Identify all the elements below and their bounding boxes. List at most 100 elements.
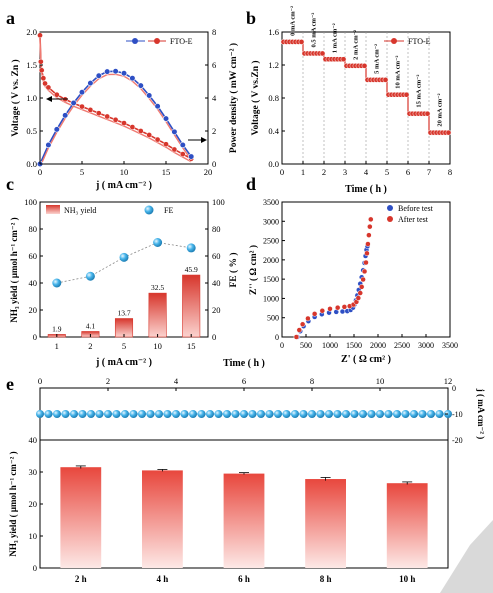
panel-letter-b: b [246,8,256,28]
chart-d-after-point [299,321,306,328]
chart-e-j-point [61,410,70,418]
chart-d-before-point [339,308,346,315]
chart-a-power-point [146,92,153,99]
chart-b-step-label: 0.5 mA cm⁻² [311,13,318,48]
chart-c-bar-label: 32.5 [151,283,164,292]
chart-c-fe-point [119,252,129,262]
chart-d-after-point [357,290,363,296]
chart-b-xtick-label: 2 [322,167,326,177]
chart-a-xlabel: j ( mA cm⁻² ) [95,180,152,191]
chart-e-j-point [112,410,121,418]
chart-c-ylabel-left: NH₃ yield ( μmol h⁻¹ cm⁻² ) [9,217,19,322]
chart-e-j-point [248,410,257,418]
panel-letter-a: a [6,8,15,28]
chart-d-xlabel: Z' ( Ω cm² ) [341,354,391,365]
chart-a-voltage-curve [39,35,192,160]
chart-a-power-point [53,126,60,133]
chart-e-xtick-label: 6 h [238,574,250,584]
chart-d-ytick-label: 2500 [263,237,279,246]
chart-d-after-point [355,295,362,301]
chart-d-after-point [311,311,318,317]
chart-d-after-point [305,315,311,322]
chart-e-j-point [401,410,410,418]
chart-e-j-point [274,410,282,418]
chart-a-power-point [137,82,144,89]
chart-d-after-point [319,308,326,314]
legend-a-label: FTO-E [170,37,193,46]
chart-b-xtick-label: 7 [427,167,431,177]
chart-d-ticks: 0 500 1000 1500 2000 2500 3000 3500 0 500 1000 1500… [263,198,458,350]
chart-a-voltage-point [95,110,102,117]
chart-e-j-point [214,410,223,418]
chart-b-xtick-label: 8 [448,167,452,177]
legend-d-after-label: After test [398,215,429,224]
chart-a-y2tick-label: 0 [212,159,216,169]
chart-e-j-point [206,410,214,418]
chart-c-xtick-label: 5 [122,341,126,351]
chart-e-j-point [240,410,248,418]
chart-c-xtick-label: 10 [153,341,162,351]
chart-c-ytick-label: 20 [29,305,38,315]
chart-e-bar [60,467,102,568]
chart-a-power-point [78,89,86,96]
chart-e-j-point [350,410,359,418]
chart-d-after-point [334,304,341,311]
chart-e-top-xtick-label: 6 [242,376,246,386]
chart-b-ytick-label: 0.4 [268,126,279,136]
chart-e-j-tick-label: -20 [452,436,463,445]
chart-e-j-point [163,410,172,418]
chart-d-xtick-label: 2000 [370,341,386,350]
legend-d-after-marker [387,216,393,222]
chart-d-xtick-label: 0 [280,341,284,350]
chart-e-xtick-label: 8 h [320,574,332,584]
chart-a-ytick-label: 0.5 [26,126,37,136]
chart-d-xtick-label: 1000 [322,341,338,350]
chart-e-j-point [410,410,418,418]
chart-b-ytick-label: 1.6 [268,27,279,37]
chart-d-xtick-label: 3000 [418,341,434,350]
chart-c-bar-label: 4.1 [86,321,96,330]
chart-a-voltage-point [37,58,44,65]
chart-e-j-point [333,410,342,418]
chart-c-fe-point [186,243,196,253]
chart-b-step-label: 15 mA cm⁻² [416,74,423,107]
chart-c-xtick-label: 1 [55,341,59,351]
chart-d-after-point [327,306,333,312]
chart-b-step-label: 1 mA cm⁻² [332,23,339,53]
chart-e-j-point [189,410,197,418]
chart-e-top-xtick-label: 10 [376,376,385,386]
chart-b-ticks: 0 1 2 3 4 5 6 7 8 0.0 0.4 0.8 1.2 1.6 [268,27,452,177]
panel-letter-e: e [6,374,14,394]
chart-b-step-point [403,91,410,98]
arrow-right-head [201,137,207,143]
chart-d-ytick-label: 1500 [263,275,279,284]
chart-e-ytick-label: 40 [29,435,38,445]
chart-d-after-point [366,232,372,238]
chart-d-after-point [361,268,368,275]
chart-c-y2tick-label: 40 [212,278,221,288]
chart-e-top-xtick-label: 2 [106,376,110,386]
chart-a-ylabel-right: Power density ( mW cm⁻² ) [228,43,239,153]
chart-e-j-point [393,410,401,418]
chart-e-bar [386,483,428,568]
chart-a-y2tick-label: 2 [212,126,216,136]
chart-e-top-axis-label: Time ( h ) [223,358,265,369]
chart-e-j-point [367,410,376,418]
chart-d-ylabel: Z'' ( Ω cm² ) [248,245,259,295]
chart-e-ytick-label: 20 [29,499,38,509]
chart-c-y2tick-label: 20 [212,305,221,315]
chart-c-series: 1.9 4.1 13.7 32.5 45.9 [47,238,201,338]
chart-e-series [36,410,452,568]
chart-c-bar [182,274,201,338]
legend-a-marker-blue [132,38,138,44]
arrow-left-head [46,96,52,102]
chart-e-j-point [104,410,112,418]
legend-b-label: FTO-E [408,37,431,46]
chart-e-xtick-label: 10 h [399,574,415,584]
chart-e-j-point [435,410,444,418]
chart-d-xtick-label: 1500 [346,341,362,350]
chart-e-j-point [223,410,231,418]
chart-a-xtick-label: 5 [80,167,84,177]
chart-e-j-tick-label: 0 [452,384,456,393]
